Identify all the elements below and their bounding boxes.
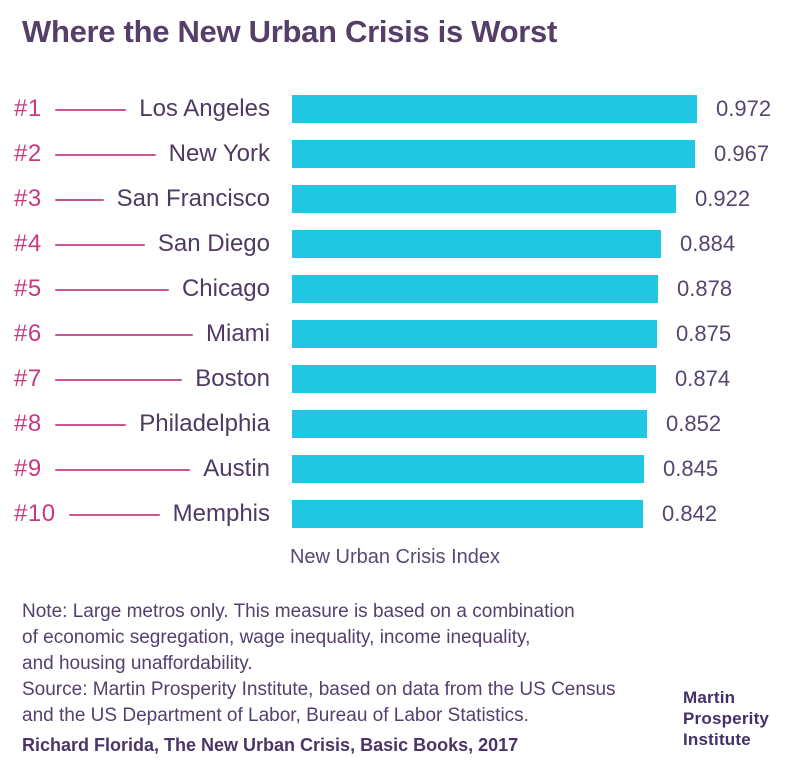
city-label: Boston [195, 364, 270, 392]
value-label: 0.922 [695, 185, 751, 211]
rank-label: #8 [14, 409, 42, 437]
rank-label: #7 [14, 364, 42, 392]
row-labels: #2 New York [14, 140, 270, 168]
leader-line [54, 153, 156, 156]
bar [292, 229, 661, 258]
rank-label: #5 [14, 274, 42, 302]
value-label: 0.875 [676, 320, 732, 346]
logo-line: Martin [683, 688, 736, 707]
chart-row: #10 Memphis 0.842 [14, 491, 808, 536]
source-line: Source: Martin Prosperity Institute, bas… [22, 679, 616, 700]
footer-source: Source: Martin Prosperity Institute, bas… [22, 677, 662, 729]
chart-row: #7 Boston 0.874 [14, 356, 808, 401]
row-labels: #6 Miami [14, 320, 270, 348]
bar-area: 0.852 [292, 409, 808, 438]
bar-area: 0.972 [292, 94, 808, 123]
bar [292, 499, 643, 528]
row-labels: #5 Chicago [14, 275, 270, 303]
chart-row: #9 Austin 0.845 [14, 446, 808, 491]
value-label: 0.874 [675, 365, 731, 391]
value-label: 0.884 [680, 230, 736, 256]
note-line: and housing unaffordability. [22, 653, 253, 674]
footer-notes: Note: Large metros only. This measure is… [22, 599, 662, 758]
city-label: Chicago [181, 274, 270, 302]
bar [292, 454, 644, 483]
bar-area: 0.842 [292, 499, 808, 528]
value-label: 0.967 [714, 140, 770, 166]
city-label: Los Angeles [139, 94, 270, 122]
row-labels: #10 Memphis [14, 500, 270, 528]
chart-row: #8 Philadelphia 0.852 [14, 401, 808, 446]
chart-row: #5 Chicago 0.878 [14, 266, 808, 311]
rank-label: #3 [14, 184, 42, 212]
bar [292, 184, 676, 213]
rank-label: #4 [14, 229, 42, 257]
chart-row: #1 Los Angeles 0.972 [14, 86, 808, 131]
rank-label: #9 [14, 454, 42, 482]
page-title: Where the New Urban Crisis is Worst [22, 14, 557, 49]
row-labels: #8 Philadelphia [14, 410, 270, 438]
martin-prosperity-institute-logo: Martin Prosperity Institute [683, 687, 769, 750]
leader-line [68, 513, 160, 516]
leader-line [54, 243, 145, 246]
city-label: Philadelphia [139, 409, 270, 437]
chart-row: #4 San Diego 0.884 [14, 221, 808, 266]
leader-line [54, 333, 193, 336]
bar [292, 274, 658, 303]
bar-area: 0.967 [292, 139, 808, 168]
leader-line [54, 468, 191, 471]
row-labels: #3 San Francisco [14, 185, 270, 213]
rank-label: #6 [14, 319, 42, 347]
row-labels: #9 Austin [14, 455, 270, 483]
logo-line: Institute [683, 730, 751, 749]
note-line: of economic segregation, wage inequality… [22, 627, 531, 648]
bar [292, 409, 647, 438]
leader-line [54, 108, 127, 111]
leader-line [54, 198, 104, 201]
value-label: 0.852 [666, 410, 722, 436]
bar [292, 94, 697, 123]
bar-area: 0.875 [292, 319, 808, 348]
row-labels: #7 Boston [14, 365, 270, 393]
leader-line [54, 423, 127, 426]
chart-row: #3 San Francisco 0.922 [14, 176, 808, 221]
city-label: Austin [203, 454, 270, 482]
bar [292, 364, 656, 393]
bar-area: 0.884 [292, 229, 808, 258]
value-label: 0.845 [663, 455, 719, 481]
city-label: San Francisco [116, 184, 270, 212]
rank-label: #10 [14, 499, 56, 527]
bar [292, 319, 657, 348]
row-labels: #4 San Diego [14, 230, 270, 258]
leader-line [54, 288, 169, 291]
value-label: 0.972 [716, 95, 772, 121]
note-line: Note: Large metros only. This measure is… [22, 601, 575, 622]
bar [292, 139, 695, 168]
x-axis-label: New Urban Crisis Index [289, 546, 501, 568]
row-labels: #1 Los Angeles [14, 95, 270, 123]
city-label: San Diego [157, 229, 270, 257]
bar-chart: #1 Los Angeles 0.972 #2 New York 0.967 #… [0, 86, 808, 536]
city-label: Memphis [172, 499, 270, 527]
city-label: Miami [206, 319, 270, 347]
chart-row: #2 New York 0.967 [14, 131, 808, 176]
logo-line: Prosperity [683, 709, 770, 728]
city-label: New York [168, 139, 270, 167]
footer-note: Note: Large metros only. This measure is… [22, 599, 662, 677]
bar-area: 0.922 [292, 184, 808, 213]
chart-row: #6 Miami 0.875 [14, 311, 808, 356]
footer-citation: Richard Florida, The New Urban Crisis, B… [22, 735, 519, 755]
bar-area: 0.874 [292, 364, 808, 393]
bar-area: 0.845 [292, 454, 808, 483]
value-label: 0.878 [677, 275, 733, 301]
leader-line [54, 378, 183, 381]
rank-label: #2 [14, 139, 42, 167]
value-label: 0.842 [662, 500, 718, 526]
source-line: and the US Department of Labor, Bureau o… [22, 705, 529, 726]
bar-area: 0.878 [292, 274, 808, 303]
rank-label: #1 [14, 94, 42, 122]
